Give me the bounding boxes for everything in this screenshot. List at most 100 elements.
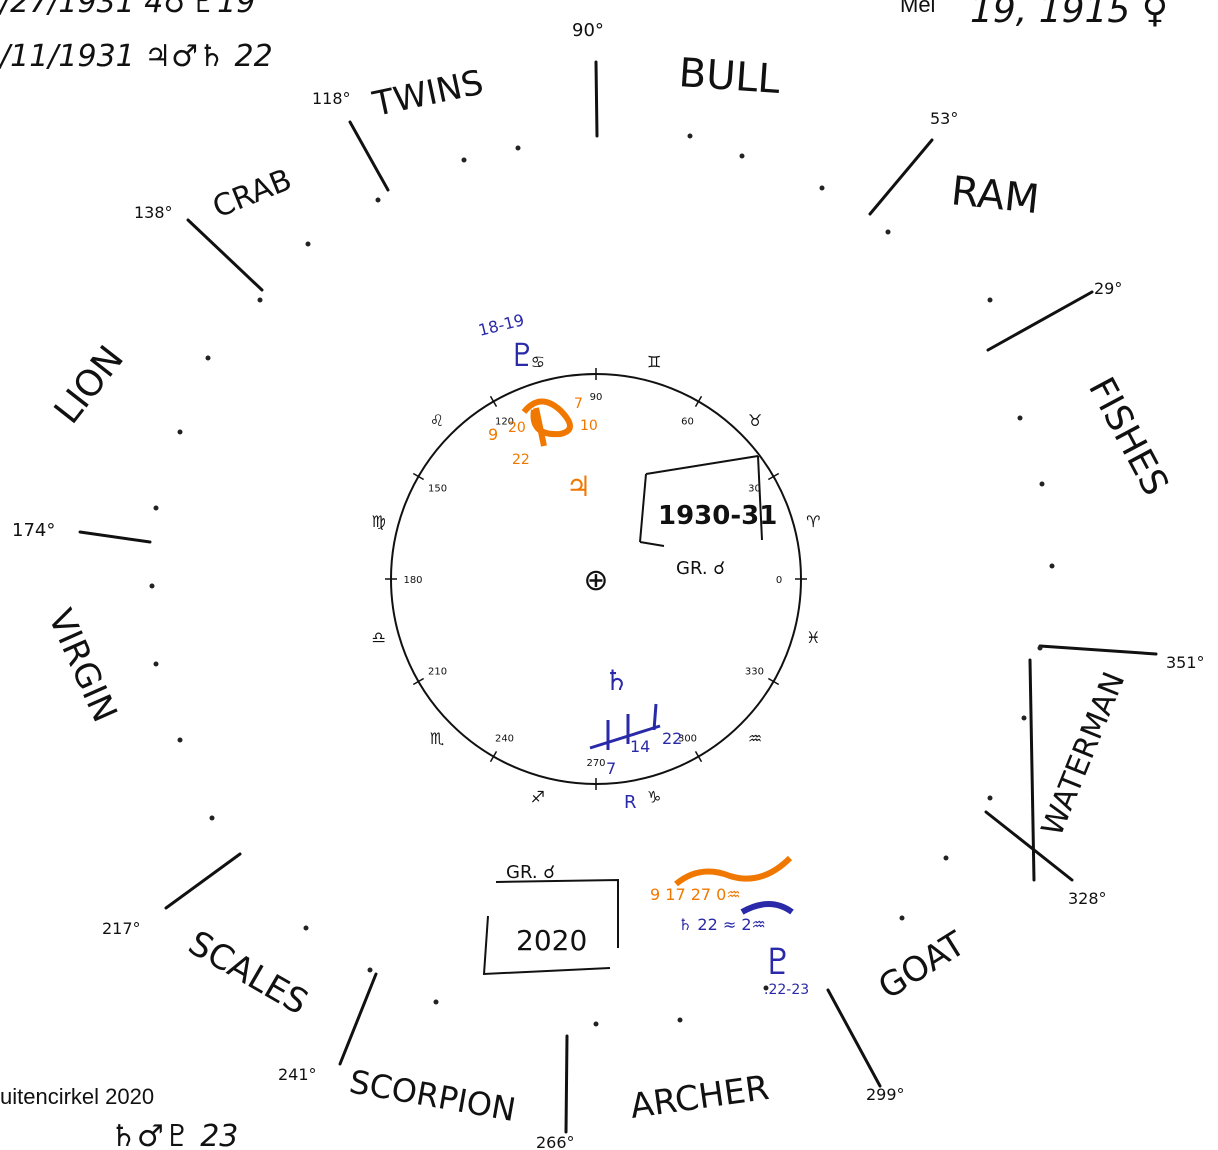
corner-note-top-right: 19, 1915 ♀ (970, 0, 1168, 31)
degree-label: 30 (748, 484, 761, 495)
zodiac-sign-icon: ♏ (430, 729, 444, 748)
box-1930-caption: GR. ☌ (676, 558, 725, 579)
boundary-label: 351° (1166, 653, 1205, 672)
blue-2020-swoosh (740, 901, 794, 915)
degree-tick (694, 750, 703, 763)
degree-tick (489, 395, 498, 408)
degree-label: 330 (745, 667, 764, 678)
constellation-name: WATERMAN (1035, 667, 1132, 841)
constellation-name: BULL (677, 50, 782, 103)
box-2020-frame (482, 878, 619, 976)
inner-circle-ticks (385, 368, 807, 790)
constellation-name: ARCHER (628, 1068, 772, 1127)
blue-degree-1: 7 (606, 759, 616, 778)
degree-label: 210 (428, 667, 447, 678)
box-2020-caption: GR. ☌ (506, 862, 555, 883)
corner-note-bottom-left: ♄♂♇ 23 (110, 1119, 238, 1150)
blue-2020-line: ♄ 22 ≈ 2♒ (678, 915, 766, 934)
zodiac-sign-icon: ♋ (531, 353, 545, 372)
boundary-tick-90 (594, 60, 599, 138)
boundary-label: 174° (12, 520, 55, 541)
boundary-label: 29° (1094, 279, 1122, 298)
pluto-icon: ♇ (508, 336, 537, 374)
boundary-tick-266 (564, 1034, 569, 1134)
boundary-label: 53° (930, 109, 958, 128)
boundary-label: 299° (866, 1085, 905, 1104)
boundary-label: 118° (312, 89, 351, 108)
zodiac-sign-icon: ♊ (647, 353, 661, 372)
box-1930-frame (639, 455, 763, 547)
boundary-tick-299 (826, 988, 882, 1088)
constellation-name: GOAT (872, 924, 973, 1008)
saturn-conjunction-marks (589, 703, 661, 750)
boundary-tick-138 (186, 218, 264, 292)
inner-circle-labels: 0 ♈ 30 ♉ 60 ♊ 90 ♋ 120 ♌ 150 ♍ 180 ♎ 210 ♏ 240 ♐ 270 ♑ 300 ♒ 3… (371, 353, 820, 807)
zodiac-sign-icon: ♐ (531, 787, 545, 806)
corner-note-top-left-1: /27/1931 4♂♇19 (0, 0, 255, 20)
degree-label: 300 (678, 733, 697, 744)
blue-degree-3: 22 (662, 729, 682, 748)
zodiac-sign-icon: ♈ (806, 512, 820, 531)
constellation-name: CRAB (208, 162, 297, 225)
boundary-tick-351 (1038, 644, 1158, 656)
boundary-tick-118 (348, 120, 390, 192)
constellation-name: TWINS (369, 63, 487, 126)
orange-2020-swoosh (674, 855, 793, 887)
orange-degree-5: 22 (512, 452, 530, 468)
saturn-icon: ♄ (604, 664, 629, 697)
boundary-label: 266° (536, 1133, 575, 1150)
degree-tick (767, 472, 780, 481)
boundary-tick-29 (986, 290, 1094, 352)
constellation-name: RAM (949, 168, 1041, 223)
corner-note-top-left-2: /11/1931 ♃♂♄ 22 (0, 39, 273, 74)
zodiac-sign-icon: ♓ (806, 628, 820, 647)
zodiac-sign-icon: ♎ (371, 628, 385, 647)
constellation-name: FISHES (1080, 371, 1176, 502)
degree-label: 60 (681, 417, 694, 428)
box-2020-title: 2020 (516, 924, 587, 957)
degree-tick (694, 395, 703, 408)
jupiter-icon: ♃ (566, 470, 591, 503)
degree-label: 150 (428, 484, 447, 495)
degree-tick (767, 677, 780, 686)
zodiac-sign-icon: ♉ (748, 411, 762, 430)
boundary-label: 241° (278, 1065, 317, 1084)
corner-label-top-right: Mei (900, 0, 935, 17)
zodiac-sign-icon: ♍ (371, 512, 385, 531)
degree-label: 0 (776, 575, 782, 586)
earth-icon: ⊕ (583, 563, 608, 598)
boundary-label: 90° (572, 20, 604, 41)
box-1930-title: 1930-31 (658, 501, 777, 531)
boundary-label: 328° (1068, 889, 1107, 908)
blue-degree-2: 14 (630, 737, 650, 756)
boundary-tick-241 (338, 972, 378, 1066)
degree-label: 270 (586, 758, 605, 769)
degree-label: 180 (403, 575, 422, 586)
constellation-name: LION (47, 339, 132, 432)
pluto-2020-degree: .22-23 (764, 982, 809, 998)
saturn-loop-1930 (521, 398, 573, 447)
boundary-tick-53 (868, 138, 934, 216)
degree-label: 120 (495, 417, 514, 428)
orange-degree-4: 10 (580, 418, 598, 434)
boundary-label: 217° (102, 919, 141, 938)
constellation-name: SCORPION (347, 1062, 519, 1129)
pluto-2020-icon: ♇ (762, 942, 794, 983)
retrograde-label: R (624, 792, 637, 813)
orange-degree-3: 7 (574, 396, 583, 412)
zodiac-sign-icon: ♑ (647, 787, 661, 806)
degree-tick (412, 472, 425, 481)
boundary-label: 138° (134, 203, 173, 222)
degree-label: 90 (590, 392, 603, 403)
orange-degree-2: 20 (508, 420, 526, 436)
zodiac-sign-icon: ♌ (430, 411, 444, 430)
star-dots (149, 133, 1055, 1027)
constellation-name: VIRGIN (40, 603, 125, 728)
corner-label-bottom-left: uitencirkel 2020 (0, 1084, 154, 1109)
degree-tick (489, 750, 498, 763)
boundary-tick-217 (164, 852, 242, 910)
boundary-tick-328 (984, 810, 1074, 882)
orange-degree-1: 9 (488, 425, 498, 444)
